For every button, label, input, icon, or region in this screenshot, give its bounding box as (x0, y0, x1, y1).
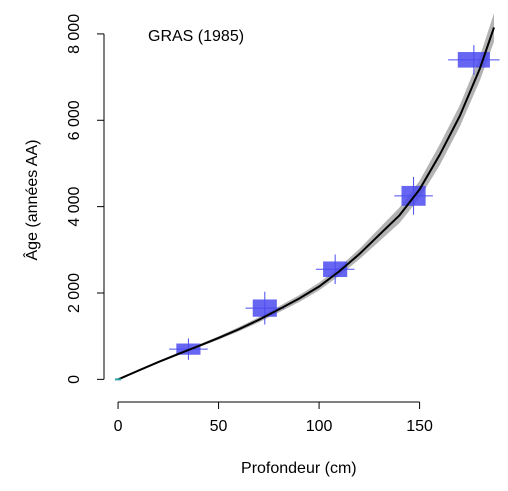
x-tick-label: 50 (210, 418, 228, 435)
y-tick-label: 0 (66, 375, 83, 384)
x-tick-label: 100 (306, 418, 333, 435)
dated-sample-2 (245, 291, 285, 325)
y-tick-label: 2 000 (66, 273, 83, 313)
dated-sample-5 (448, 45, 500, 75)
confidence-band (118, 13, 494, 380)
y-tick-label: 4 000 (66, 186, 83, 226)
axes: 0 50 100 150 0 2 000 4 000 6 000 8 000 (66, 14, 433, 435)
model-line (117, 27, 495, 381)
y-tick-label: 8 000 (66, 14, 83, 54)
plot-area (115, 13, 500, 381)
x-tick-label: 0 (114, 418, 123, 435)
dated-sample-3 (315, 254, 355, 285)
x-tick-label: 150 (406, 418, 433, 435)
chart-annotation: GRAS (1985) (148, 28, 244, 45)
x-axis-title: Profondeur (cm) (241, 460, 357, 477)
y-tick-label: 6 000 (66, 100, 83, 140)
y-axis-title: Âge (années AA) (22, 140, 41, 261)
